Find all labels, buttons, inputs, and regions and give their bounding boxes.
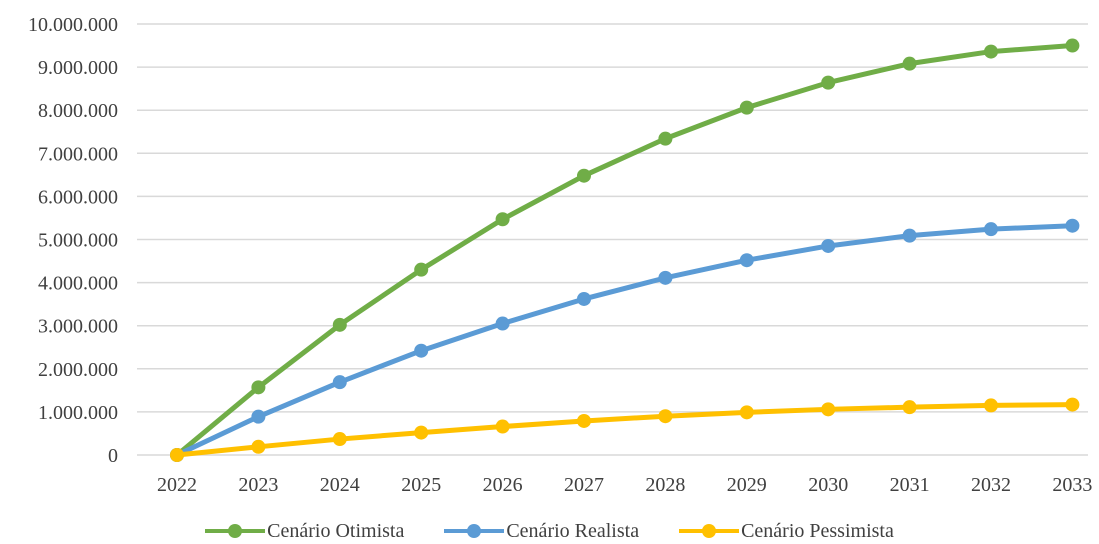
x-axis-tick-labels: 2022 2023 2024 2025 2026 2027 2028 2029 2030 2031… [157,474,1092,496]
point-cenario-realista-2024 [332,375,347,390]
x-tick-label: 2033 [1052,474,1092,496]
line-cenario-otimista [174,43,1075,458]
point-cenario-otimista-2029 [739,100,754,115]
point-cenario-pessimista-2023 [251,439,266,454]
legend-marker-otimista [228,524,243,538]
point-cenario-realista-2027 [577,291,591,306]
legend-item-otimista: Cenário Otimista [205,520,404,543]
point-cenario-realista-2032 [984,222,998,237]
x-tick-label: 2030 [808,474,848,496]
x-tick-label: 2023 [238,474,278,496]
point-cenario-pessimista-2026 [495,419,510,434]
point-cenario-otimista-2026 [495,212,510,227]
point-cenario-otimista-2031 [902,56,917,71]
point-cenario-otimista-2024 [332,317,347,332]
gridlines [137,23,1088,456]
point-cenario-otimista-2033 [1065,38,1080,53]
point-cenario-otimista-2030 [821,75,836,90]
y-tick-label: 8.000.000 [38,100,118,122]
point-cenario-otimista-2032 [984,44,998,59]
point-cenario-otimista-2028 [658,131,673,146]
y-tick-label: 10.000.000 [28,14,118,36]
point-cenario-pessimista-2024 [332,432,347,447]
point-cenario-pessimista-2025 [414,425,429,440]
legend-label-otimista: Cenário Otimista [267,519,405,542]
legend-swatch-pessimista [679,522,740,540]
x-tick-label: 2027 [564,474,604,496]
legend-marker-realista [467,524,482,538]
point-cenario-pessimista-2030 [821,402,836,417]
x-tick-label: 2022 [157,474,197,496]
legend: Cenário Otimista Cenário Realista Cenári… [0,519,1099,543]
point-cenario-realista-2025 [414,343,429,358]
point-cenario-otimista-2025 [414,262,429,277]
legend-marker-pessimista [702,524,717,538]
point-cenario-realista-2031 [902,228,917,243]
point-cenario-realista-2030 [821,238,836,253]
x-tick-label: 2024 [320,474,360,496]
point-cenario-realista-2026 [495,316,510,331]
point-cenario-realista-2028 [658,270,673,285]
legend-item-realista: Cenário Realista [444,520,639,543]
y-tick-label: 4.000.000 [38,273,118,295]
point-cenario-pessimista-2033 [1065,397,1080,412]
point-cenario-pessimista-2022 [170,448,184,462]
line-cenario-pessimista [174,402,1075,458]
y-tick-label: 1.000.000 [38,402,118,424]
x-tick-label: 2028 [645,474,685,496]
y-tick-label: 7.000.000 [38,143,118,165]
y-axis-tick-labels: 0 1.000.000 2.000.000 3.000.000 4.000.000 5.0… [28,14,118,467]
x-tick-label: 2025 [401,474,441,496]
y-tick-label: 0 [108,445,118,467]
point-cenario-pessimista-2029 [739,405,754,420]
legend-item-pessimista: Cenário Pessimista [679,520,894,543]
x-tick-label: 2032 [971,474,1011,496]
series-lines [170,38,1080,462]
series-cenario-pessimista [170,397,1080,462]
legend-label-realista: Cenário Realista [506,519,640,542]
x-tick-label: 2026 [483,474,523,496]
point-cenario-pessimista-2028 [658,409,673,424]
point-cenario-pessimista-2027 [577,413,591,428]
line-chart: 0 1.000.000 2.000.000 3.000.000 4.000.000 5.0… [28,14,1092,496]
point-cenario-realista-2029 [739,253,754,268]
y-tick-label: 6.000.000 [38,186,118,208]
point-cenario-otimista-2023 [251,380,266,395]
x-tick-label: 2031 [890,474,930,496]
y-tick-label: 3.000.000 [38,316,118,338]
y-tick-label: 5.000.000 [38,230,118,252]
point-cenario-pessimista-2032 [984,398,998,413]
y-tick-label: 9.000.000 [38,57,118,79]
line-cenario-realista [174,223,1075,458]
point-cenario-realista-2033 [1065,218,1080,233]
legend-swatch-realista [444,522,505,540]
point-cenario-realista-2023 [251,409,266,424]
legend-swatch-otimista [205,522,266,540]
series-cenario-realista [170,218,1080,462]
x-tick-label: 2029 [727,474,767,496]
y-tick-label: 2.000.000 [38,359,118,381]
legend-label-pessimista: Cenário Pessimista [741,519,894,542]
point-cenario-otimista-2027 [577,168,591,183]
point-cenario-pessimista-2031 [902,400,917,415]
